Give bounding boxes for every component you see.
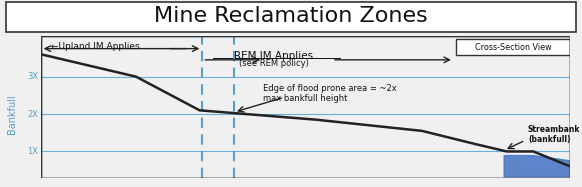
Text: Bankfull: Bankfull <box>6 94 17 134</box>
Text: REM IM Applies: REM IM Applies <box>234 51 313 61</box>
Text: Edge of flood prone area = ~2x
max bankfull height: Edge of flood prone area = ~2x max bankf… <box>263 84 397 103</box>
Text: ←Upland IM Applies: ←Upland IM Applies <box>51 42 140 50</box>
FancyBboxPatch shape <box>456 39 570 55</box>
Text: Mine Reclamation Zones: Mine Reclamation Zones <box>154 6 428 26</box>
Polygon shape <box>504 156 570 177</box>
Text: Cross-Section View: Cross-Section View <box>475 43 552 52</box>
Text: 3X: 3X <box>27 72 38 81</box>
FancyBboxPatch shape <box>6 2 576 32</box>
Text: (see REM policy): (see REM policy) <box>239 59 308 68</box>
Text: 2X: 2X <box>27 110 38 119</box>
Text: Streambank
(bankfull): Streambank (bankfull) <box>528 125 580 144</box>
Text: Stream: Stream <box>517 162 555 171</box>
Text: 1X: 1X <box>27 147 38 156</box>
